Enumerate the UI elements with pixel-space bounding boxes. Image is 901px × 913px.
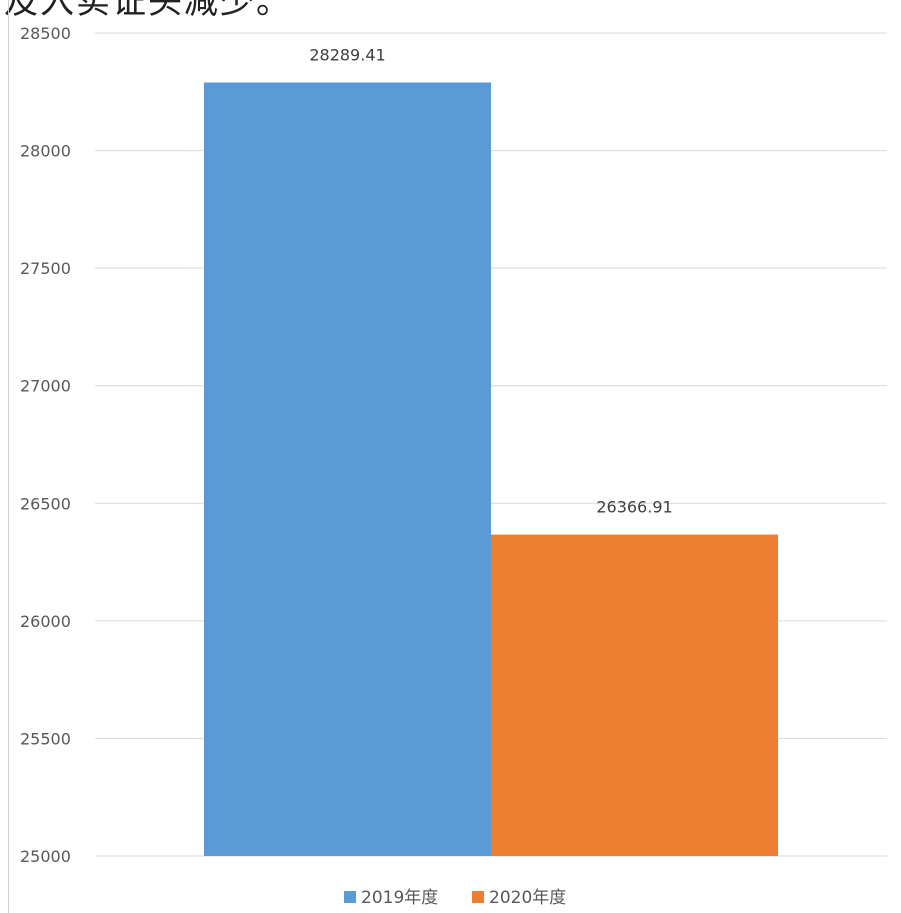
legend-label: 2019年度 [361, 888, 438, 908]
y-tick-label: 26000 [20, 612, 71, 631]
clipped-heading-text: 及入实证头减少。 [4, 0, 292, 22]
left-border-line [8, 0, 9, 913]
bar-2 [491, 534, 778, 856]
bars [204, 82, 778, 856]
y-tick-label: 25000 [20, 847, 71, 866]
y-tick-label: 28500 [20, 24, 71, 43]
y-tick-label: 25500 [20, 729, 71, 748]
y-tick-label: 27000 [20, 377, 71, 396]
y-tick-label: 27500 [20, 259, 71, 278]
legend: 2019年度 2020年度 [344, 888, 566, 908]
data-label: 26366.91 [596, 498, 672, 517]
legend-swatch [472, 891, 484, 903]
y-tick-label: 26500 [20, 494, 71, 513]
data-label: 28289.41 [309, 46, 385, 65]
y-tick-label: 28000 [20, 142, 71, 161]
legend-swatch [344, 891, 356, 903]
legend-label: 2020年度 [489, 888, 566, 908]
bar-1 [204, 82, 491, 856]
y-axis-tick-labels: 25000 25500 26000 26500 27000 27500 28000 28500 [20, 24, 71, 866]
data-labels: 28289.41 26366.91 [309, 46, 672, 517]
